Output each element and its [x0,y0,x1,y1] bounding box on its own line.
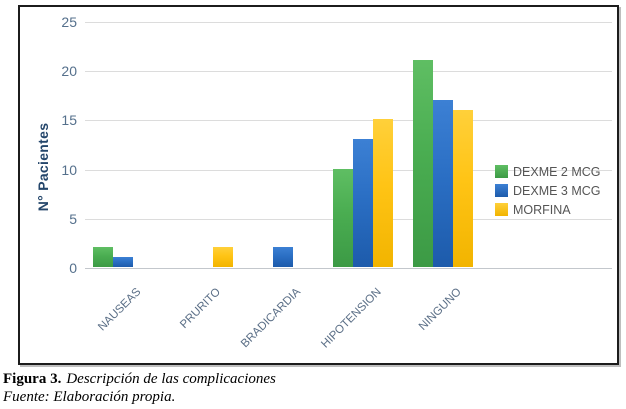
y-tick-label-5: 5 [69,210,77,227]
caption-line-1: Figura 3. Descripción de las complicacion… [3,370,276,388]
figure-caption: Figura 3. Descripción de las complicacion… [3,370,276,406]
bar-morfina-prurito [213,247,233,267]
plot-area: 0 5 10 15 20 25 NAUSEAS PRURITO BRADICARDIA HIPO… [61,14,612,351]
x-label-ninguno: NINGUNO [416,286,464,333]
caption-source: Fuente: Elaboración propia. [3,389,176,405]
bar-morfina-ninguno [453,109,473,267]
legend-label: DEXME 3 MCG [513,183,601,198]
caption-title: Descripción de las complicaciones [66,371,276,387]
bar-dexme-3-mcg-ninguno [433,99,453,267]
legend: DEXME 2 MCG DEXME 3 MCG MORFINA [495,162,601,219]
legend-swatch-icon [495,184,508,197]
y-tick-label-15: 15 [61,112,77,129]
caption-label: Figura 3. [3,371,62,387]
gridline-20 [85,71,612,73]
x-label-bradicardia: BRADICARDIA [239,286,304,351]
x-label-hipotension: HIPOTENSION [318,286,384,351]
legend-item-dexme-3-mcg: DEXME 3 MCG [495,181,601,200]
legend-label: DEXME 2 MCG [513,164,601,179]
gridline-25 [85,22,612,23]
chart-figure: N° Pacientes 0 5 10 15 20 25 NAUSEAS PRURITO BR… [18,5,619,365]
bar-dexme-2-mcg-nauseas [93,247,113,267]
x-label-prurito: PRURITO [178,286,224,331]
bar-dexme-2-mcg-hipotension [333,168,353,267]
legend-swatch-icon [495,165,508,178]
y-tick-label-25: 25 [61,14,77,30]
x-label-nauseas: NAUSEAS [96,286,144,334]
bar-dexme-3-mcg-hipotension [353,139,373,267]
y-tick-label-0: 0 [69,260,77,276]
bar-dexme-3-mcg-nauseas [113,257,133,267]
legend-item-dexme-2-mcg: DEXME 2 MCG [495,162,601,181]
y-tick-label-10: 10 [61,161,77,178]
legend-label: MORFINA [513,202,571,217]
bar-dexme-3-mcg-bradicardia [273,247,293,267]
legend-item-morfina: MORFINA [495,200,601,219]
bar-morfina-hipotension [373,119,393,267]
gridline-0 [85,268,612,269]
legend-swatch-icon [495,203,508,216]
gridline-15 [85,120,612,122]
bar-dexme-2-mcg-ninguno [413,60,433,267]
y-tick-label-20: 20 [61,63,77,80]
